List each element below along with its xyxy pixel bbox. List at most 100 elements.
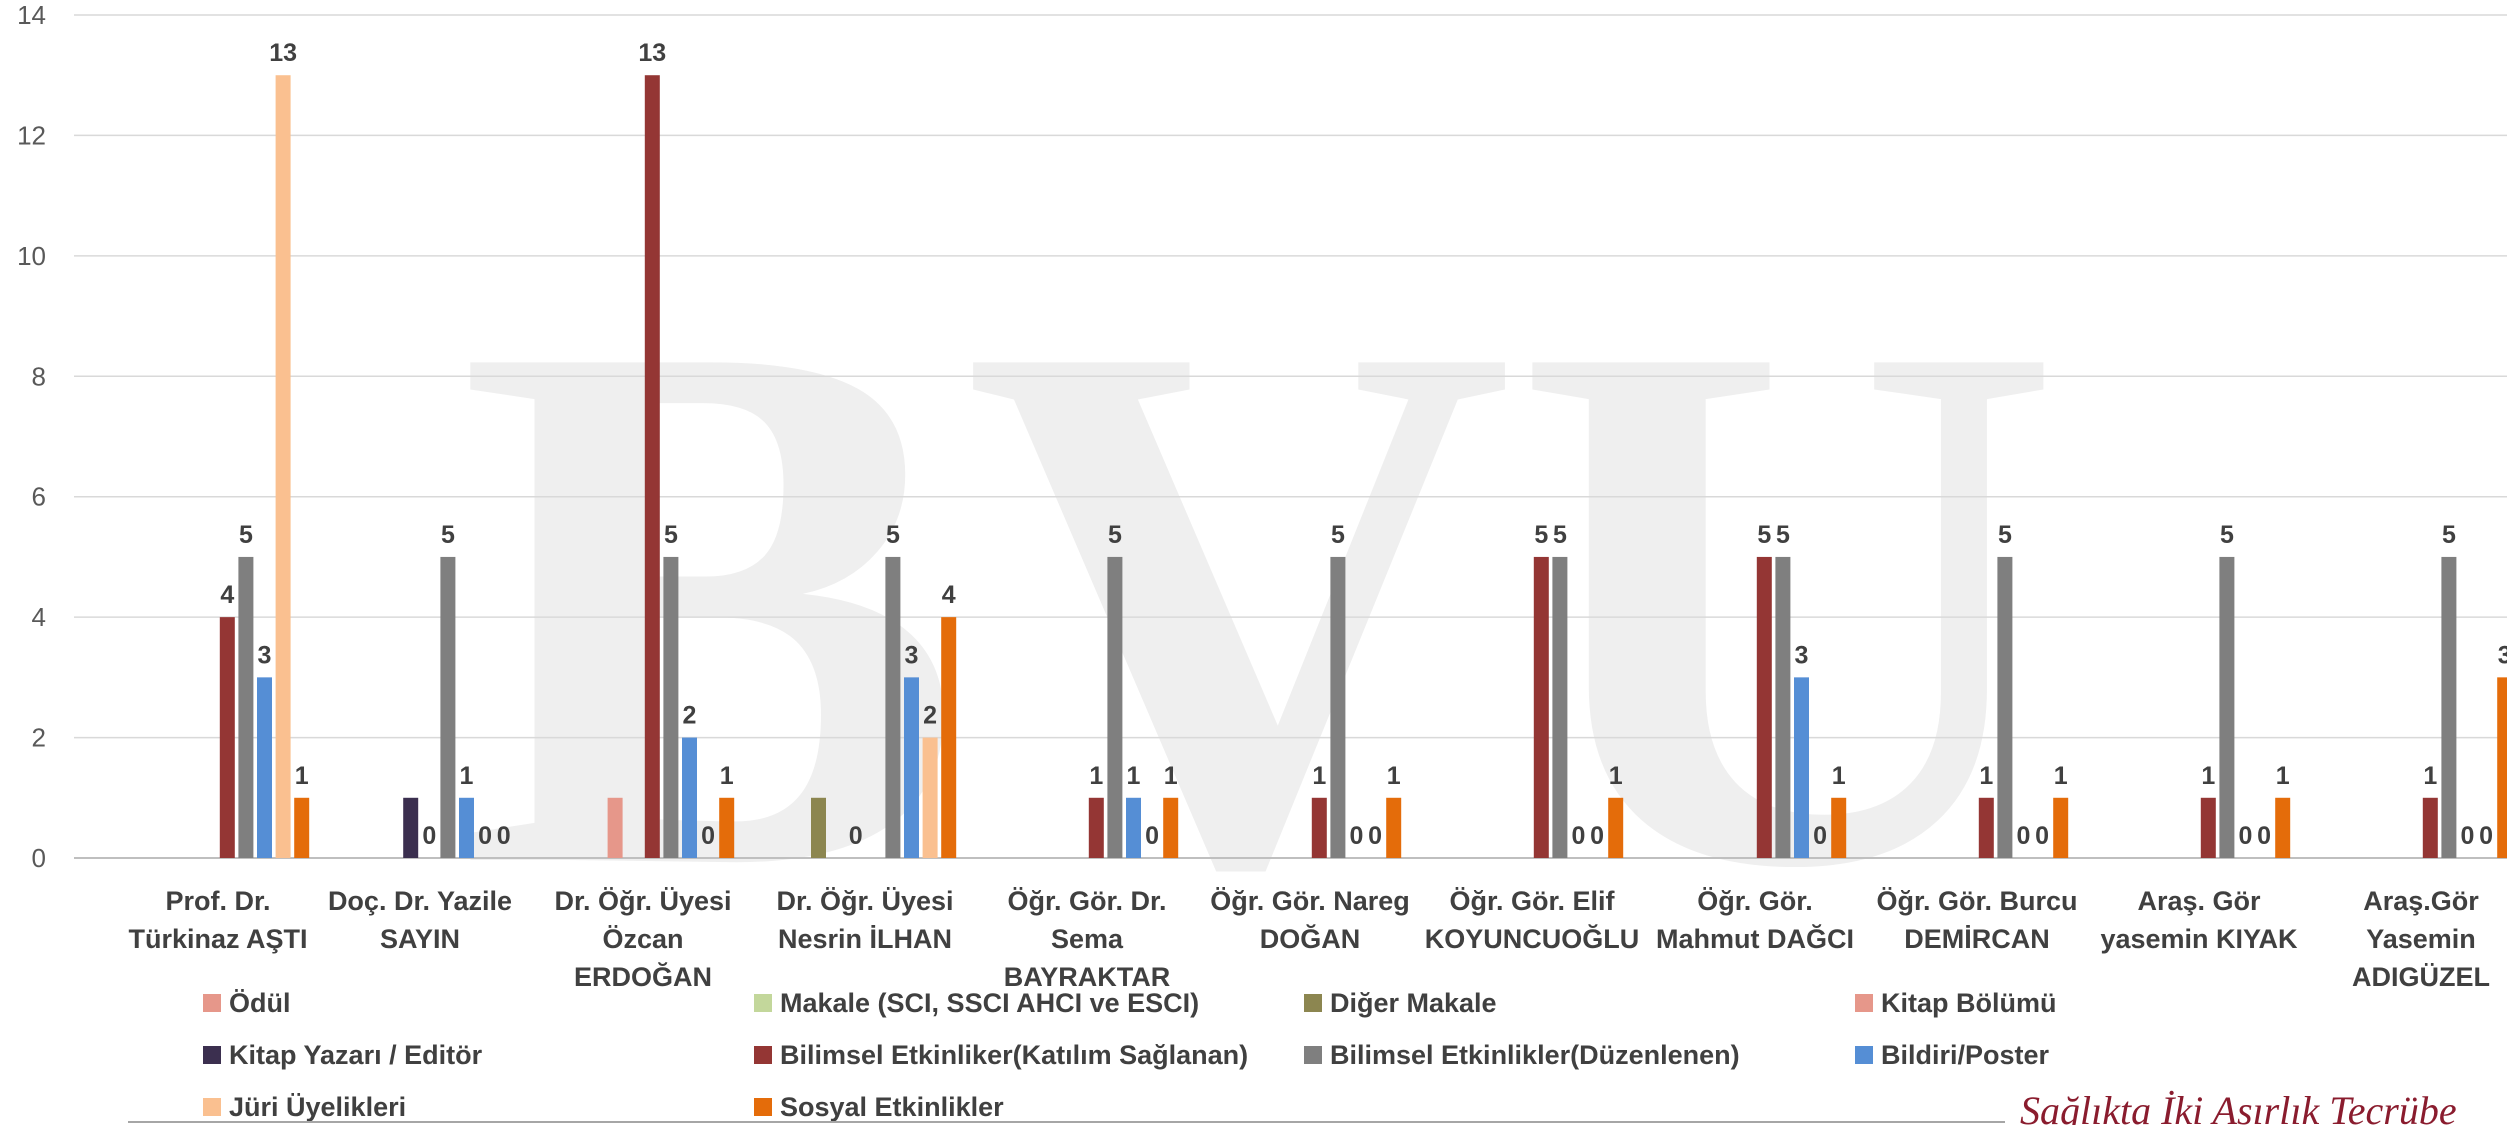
data-label: 1 — [1832, 762, 1846, 790]
data-label: 0 — [497, 822, 511, 850]
bar — [1831, 797, 1847, 858]
data-label: 3 — [2498, 641, 2507, 669]
data-label: 5 — [441, 521, 455, 549]
legend-swatch — [203, 1098, 221, 1116]
data-label: 0 — [701, 822, 715, 850]
data-label: 0 — [1813, 822, 1827, 850]
data-label: 4 — [942, 581, 956, 609]
x-tick-label: Dr. Öğr. Üyesi Özcan ERDOĞAN — [554, 886, 731, 992]
data-label: 1 — [2054, 762, 2068, 790]
legend-label: Jüri Üyelikleri — [229, 1092, 406, 1122]
data-label: 3 — [905, 641, 919, 669]
legend-swatch — [754, 994, 772, 1012]
bar — [719, 797, 735, 858]
bar — [219, 617, 235, 858]
bar — [1533, 556, 1549, 858]
data-label: 13 — [638, 39, 666, 67]
data-label: 5 — [239, 521, 253, 549]
data-label: 0 — [1368, 822, 1382, 850]
bar — [1775, 556, 1791, 858]
data-label: 5 — [664, 521, 678, 549]
y-tick-label: 10 — [17, 241, 46, 271]
data-label: 1 — [295, 762, 309, 790]
bar — [2422, 797, 2438, 858]
data-label: 0 — [849, 822, 863, 850]
x-tick-label: Öğr. Gör. Dr. Sema BAYRAKTAR — [1004, 886, 1171, 992]
bar — [1107, 556, 1123, 858]
bar — [1978, 797, 1994, 858]
bar — [1311, 797, 1327, 858]
data-label: 1 — [1609, 762, 1623, 790]
bar — [644, 75, 660, 858]
data-label: 5 — [1757, 521, 1771, 549]
y-tick-label: 12 — [17, 120, 46, 150]
data-label: 1 — [1979, 762, 1993, 790]
legend-swatch — [1855, 994, 1873, 1012]
data-label: 1 — [1089, 762, 1103, 790]
data-label: 0 — [2257, 822, 2271, 850]
data-label: 1 — [1312, 762, 1326, 790]
legend-swatch — [1304, 994, 1322, 1012]
legend-label: Sosyal Etkinlikler — [780, 1092, 1004, 1122]
bar — [811, 797, 826, 858]
legend-label: Bilimsel Etkinlikler(Düzenlenen) — [1330, 1040, 1740, 1070]
slogan-text: Sağlıkta İki Asırlık Tecrübe — [2020, 1088, 2457, 1125]
data-label: 1 — [720, 762, 734, 790]
y-tick-label: 2 — [32, 723, 46, 753]
bar — [1126, 797, 1141, 858]
data-label: 0 — [2479, 822, 2493, 850]
bar — [941, 617, 957, 858]
data-label: 5 — [1553, 521, 1567, 549]
data-label: 13 — [269, 39, 297, 67]
y-tick-label: 0 — [32, 843, 46, 873]
legend-swatch — [754, 1098, 772, 1116]
bar — [2200, 797, 2216, 858]
data-label: 0 — [478, 822, 492, 850]
legend-label: Kitap Yazarı / Editör — [229, 1040, 483, 1070]
data-label: 5 — [1998, 521, 2012, 549]
data-label: 1 — [1164, 762, 1178, 790]
data-label: 2 — [923, 702, 937, 730]
data-label: 5 — [2442, 521, 2456, 549]
bar — [885, 556, 901, 858]
legend-label: Bilimsel Etkinliker(Katılım Sağlanan) — [780, 1040, 1248, 1070]
watermark-logo: BVU — [458, 184, 2063, 1025]
x-tick-label: Araş.Gör Yasemin ADIGÜZEL — [2352, 886, 2490, 992]
data-label: 0 — [1572, 822, 1586, 850]
data-label: 1 — [2276, 762, 2290, 790]
bar — [294, 797, 310, 858]
data-label: 1 — [2201, 762, 2215, 790]
x-tick-label: Öğr. Gör. Mahmut DAĞCI — [1656, 886, 1854, 954]
data-label: 5 — [1776, 521, 1790, 549]
data-label: 0 — [1590, 822, 1604, 850]
bar — [2441, 556, 2457, 858]
bar — [275, 75, 291, 858]
y-tick-label: 6 — [32, 482, 46, 512]
bar — [1552, 556, 1568, 858]
bar — [1997, 556, 2013, 858]
legend-label: Kitap Bölümü — [1881, 988, 2057, 1018]
data-label: 5 — [886, 521, 900, 549]
data-label: 5 — [1534, 521, 1548, 549]
legend-swatch — [1304, 1046, 1322, 1064]
bar — [2275, 797, 2291, 858]
data-label: 0 — [422, 822, 436, 850]
data-label: 1 — [1387, 762, 1401, 790]
legend-swatch — [1855, 1046, 1873, 1064]
y-tick-label: 4 — [32, 602, 46, 632]
data-label: 3 — [1795, 641, 1809, 669]
bar — [403, 797, 419, 858]
y-tick-label: 14 — [17, 0, 46, 30]
bar — [663, 556, 679, 858]
bar — [459, 797, 474, 858]
x-tick-label: Doç. Dr. Yazile SAYIN — [328, 886, 512, 954]
bar — [2497, 677, 2507, 858]
data-label: 0 — [2461, 822, 2475, 850]
data-label: 4 — [220, 581, 234, 609]
bar — [1163, 797, 1179, 858]
bar — [257, 677, 272, 858]
legend-label: Bildiri/Poster — [1881, 1040, 2050, 1070]
data-label: 3 — [258, 641, 272, 669]
